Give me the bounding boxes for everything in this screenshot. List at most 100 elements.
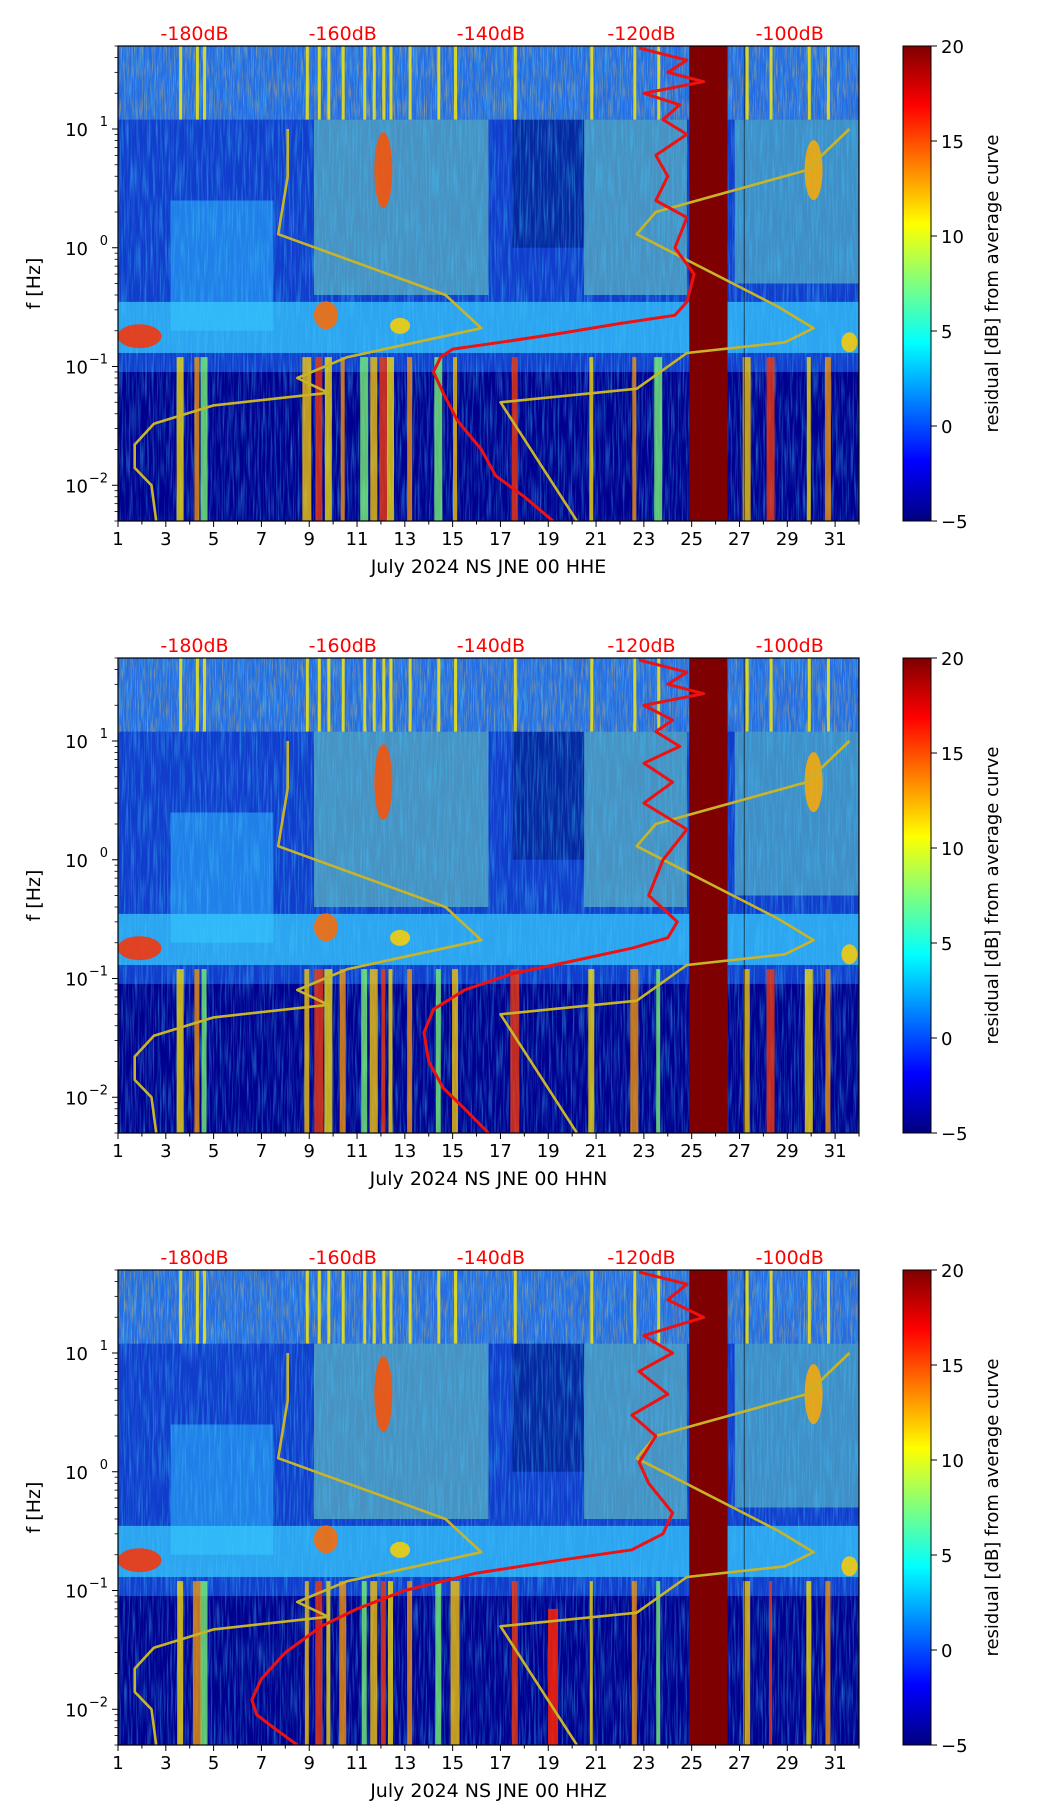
transient-event-stripe xyxy=(372,658,376,732)
transient-event-stripe xyxy=(454,46,458,120)
transient-event-stripe xyxy=(200,1581,208,1745)
energy-hotspot xyxy=(118,324,162,349)
colorbar-tick-label: −5 xyxy=(941,1736,968,1757)
transient-event-stripe xyxy=(745,46,749,120)
transient-event-stripe xyxy=(807,1270,811,1344)
y-tick-label-base: 10 xyxy=(65,1582,88,1603)
energy-hotspot xyxy=(374,744,393,821)
transient-event-stripe xyxy=(324,357,332,521)
transient-event-stripe xyxy=(657,46,661,120)
transient-event-stripe xyxy=(370,357,378,521)
transient-event-stripe xyxy=(632,357,637,521)
db-scale-label: -180dB xyxy=(160,635,228,657)
y-tick-label-base: 10 xyxy=(65,120,88,141)
transient-event-stripe xyxy=(453,357,458,521)
transient-event-stripe xyxy=(745,658,749,732)
pressure-curve xyxy=(422,658,706,1133)
x-tick-label: 15 xyxy=(441,529,464,550)
data-gap-block xyxy=(689,46,728,521)
x-tick-label: 3 xyxy=(160,1753,171,1774)
transient-event-stripe xyxy=(200,357,208,521)
y-tick-label-exponent: −1 xyxy=(89,1577,108,1592)
transient-event-stripe xyxy=(389,658,393,732)
transient-event-stripe xyxy=(372,1270,376,1344)
noise-model-curve-shifted xyxy=(499,740,851,1133)
transient-event-stripe xyxy=(317,658,321,732)
noise-model-curve-shifted xyxy=(499,128,851,521)
db-scale-label: -160dB xyxy=(309,635,377,657)
energy-hotspot xyxy=(313,1525,338,1554)
transient-event-stripe xyxy=(177,1581,184,1745)
energy-hotspot xyxy=(804,140,823,201)
transient-event-stripe xyxy=(408,46,412,120)
noise-model-curve xyxy=(133,129,483,521)
spectrogram-area xyxy=(118,658,859,1133)
transient-event-stripe xyxy=(513,46,517,120)
transient-event-stripe xyxy=(315,1581,323,1745)
transient-event-stripe xyxy=(370,1581,378,1745)
transient-event-stripe xyxy=(389,1270,393,1344)
x-tick-label: 5 xyxy=(208,1753,219,1774)
x-tick-label: 5 xyxy=(208,1141,219,1162)
transient-event-stripe xyxy=(824,357,831,521)
transient-event-stripe xyxy=(363,658,367,732)
y-axis-label: f [Hz] xyxy=(23,870,45,922)
transient-event-stripe xyxy=(314,969,324,1133)
colorbar-tick-label: 15 xyxy=(941,132,964,153)
y-tick-label-base: 10 xyxy=(65,1700,88,1721)
x-tick-label: 3 xyxy=(160,1141,171,1162)
x-tick-label: 11 xyxy=(346,1753,369,1774)
x-tick-label: 29 xyxy=(776,529,799,550)
transient-event-stripe xyxy=(360,357,369,521)
transient-event-stripe xyxy=(372,46,376,120)
x-tick-label: 7 xyxy=(256,529,267,550)
x-tick-label: 25 xyxy=(680,529,703,550)
high-frequency-texture xyxy=(118,1270,859,1344)
y-tick-label-exponent: 1 xyxy=(100,1339,108,1354)
y-tick-label-base: 10 xyxy=(65,239,88,260)
colorbar-tick-label: 10 xyxy=(941,839,964,860)
transient-event-stripe xyxy=(382,658,386,732)
db-scale-label: -140dB xyxy=(457,635,525,657)
db-scale-label: -100dB xyxy=(756,635,824,657)
db-scale-label: -120dB xyxy=(607,23,675,45)
transient-event-stripe xyxy=(408,658,412,732)
transient-event-stripe xyxy=(745,1270,749,1344)
x-tick-label: 1 xyxy=(112,529,123,550)
y-tick-label-exponent: 1 xyxy=(100,115,108,130)
transient-event-stripe xyxy=(203,46,207,120)
y-tick-label-exponent: −2 xyxy=(89,471,108,486)
transient-event-stripe xyxy=(201,969,207,1133)
transient-event-stripe xyxy=(195,1270,199,1344)
x-tick-label: 7 xyxy=(256,1141,267,1162)
x-tick-label: 27 xyxy=(728,1753,751,1774)
db-scale-label: -160dB xyxy=(309,1247,377,1269)
x-tick-label: 19 xyxy=(537,1141,560,1162)
transient-event-stripe xyxy=(769,46,773,120)
energy-hotspot xyxy=(390,929,411,946)
transient-event-stripe xyxy=(317,46,321,120)
transient-event-stripe xyxy=(339,969,346,1133)
db-scale-label: -180dB xyxy=(160,23,228,45)
y-tick-label-base: 10 xyxy=(65,732,88,753)
transient-event-stripe xyxy=(454,1270,458,1344)
transient-event-stripe xyxy=(513,658,517,732)
colorbar-label: residual [dB] from average curve xyxy=(982,134,1003,432)
x-tick-label: 9 xyxy=(303,529,314,550)
transient-event-stripe xyxy=(179,658,183,732)
transient-event-stripe xyxy=(826,658,830,732)
colorbar-tick-label: 20 xyxy=(941,649,964,670)
x-tick-label: 11 xyxy=(346,1141,369,1162)
transient-event-stripe xyxy=(203,658,207,732)
energy-hotspot xyxy=(374,1356,393,1433)
transient-event-stripe xyxy=(194,357,200,521)
transient-event-stripe xyxy=(633,46,637,120)
y-tick-label-exponent: 0 xyxy=(100,846,108,861)
noise-model-curve xyxy=(133,741,483,1133)
transient-event-stripe xyxy=(633,658,637,732)
transient-event-stripe xyxy=(826,46,830,120)
x-tick-label: 9 xyxy=(303,1141,314,1162)
transient-event-stripe xyxy=(304,969,310,1133)
transient-event-stripe xyxy=(434,357,443,521)
